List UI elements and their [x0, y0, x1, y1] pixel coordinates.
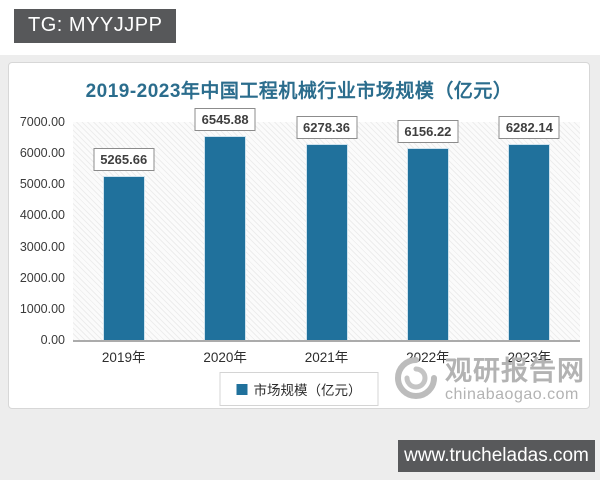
bar-value-label: 6545.88	[194, 108, 256, 132]
bar-2022年	[406, 148, 449, 340]
bar-value-label: 6278.36	[296, 116, 358, 140]
y-tick-label: 7000.00	[19, 115, 65, 129]
legend-swatch-icon	[236, 383, 248, 395]
bar-slot: 6545.88	[174, 108, 275, 340]
x-tick-label: 2021年	[304, 350, 349, 365]
x-tick-label: 2019年	[101, 350, 146, 365]
x-axis-labels: 2019年 2020年 2021年 2022年 2023年	[73, 346, 580, 366]
y-tick-label: 1000.00	[19, 301, 65, 316]
x-tick-label: 2023年	[507, 350, 552, 365]
y-tick-label: 5000.00	[19, 177, 65, 192]
bar-2020年	[204, 136, 247, 340]
chart-card: 2019-2023年中国工程机械行业市场规模（亿元） 7000.00 6000.0…	[8, 62, 590, 409]
bar-slot: 6278.36	[276, 116, 377, 340]
y-tick-label: 0.00	[40, 333, 65, 347]
y-tick-label: 3000.00	[19, 239, 65, 254]
bar-value-label: 6156.22	[397, 120, 459, 144]
bar-slot: 6282.14	[479, 116, 580, 340]
telegram-tag-badge: TG: MYYJJPP	[14, 9, 177, 43]
website-badge: www.trucheladas.com	[398, 440, 595, 472]
bar-slot: 5265.66	[73, 122, 174, 340]
watermark-site: chinabaogao.com	[445, 386, 579, 403]
x-tick-label: 2022年	[406, 350, 450, 365]
legend: 市场规模（亿元）	[219, 372, 379, 406]
plot-area: 5265.66 6545.88 6278.36 6156.22 6282.14	[73, 108, 580, 342]
bar-slot: 6156.22	[377, 120, 478, 340]
bar-2023年	[508, 144, 551, 340]
bar-2019年	[102, 176, 145, 340]
legend-label: 市场规模（亿元）	[253, 383, 362, 398]
chart-title: 2019-2023年中国工程机械行业市场规模（亿元）	[85, 81, 513, 102]
y-tick-label: 6000.00	[19, 146, 65, 161]
bar-value-label: 5265.66	[93, 148, 155, 172]
y-axis: 7000.00 6000.00 5000.00 4000.00 3000.00 2000.…	[9, 115, 65, 347]
x-tick-label: 2020年	[203, 350, 247, 365]
bar-2021年	[305, 144, 348, 340]
y-tick-label: 4000.00	[19, 208, 65, 223]
y-tick-label: 2000.00	[19, 270, 65, 285]
bar-value-label: 6282.14	[498, 116, 560, 140]
